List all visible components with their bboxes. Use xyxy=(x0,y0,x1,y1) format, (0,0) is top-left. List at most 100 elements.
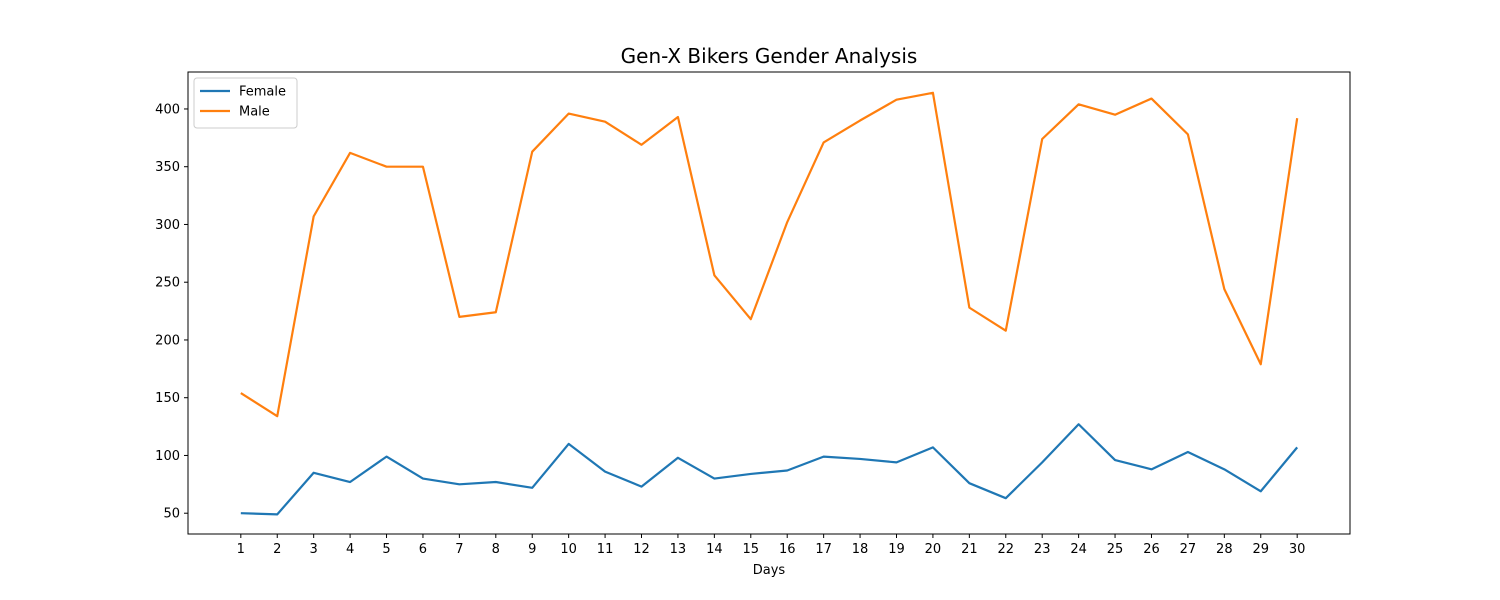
x-tick-label: 22 xyxy=(997,542,1014,557)
plot-area-frame xyxy=(187,71,1351,535)
data-point-female xyxy=(967,481,971,485)
y-axis: 50 100 150 200 250 300 350 400 xyxy=(155,102,188,522)
x-tick-label: 19 xyxy=(888,542,905,557)
data-point-female xyxy=(858,457,862,461)
data-point-male xyxy=(1040,137,1044,141)
y-tick-label: 150 xyxy=(155,391,180,406)
legend: Female Male xyxy=(193,77,298,129)
x-tick-label: 11 xyxy=(597,542,614,557)
data-point-male xyxy=(1113,113,1117,117)
x-tick-label: 5 xyxy=(382,542,390,557)
x-tick-label: 7 xyxy=(455,542,463,557)
x-tick-label: 12 xyxy=(633,542,650,557)
series-points-female xyxy=(239,422,1299,516)
data-point-male xyxy=(385,165,389,169)
data-point-female xyxy=(822,455,826,459)
y-tick-label: 300 xyxy=(155,218,180,233)
data-point-male xyxy=(1295,116,1299,120)
x-tick-label: 6 xyxy=(419,542,427,557)
data-point-male xyxy=(421,165,425,169)
data-point-male xyxy=(457,315,461,319)
x-tick-label: 24 xyxy=(1070,542,1087,557)
data-point-male xyxy=(348,151,352,155)
data-point-female xyxy=(348,480,352,484)
data-point-male xyxy=(312,214,316,218)
data-point-female xyxy=(457,482,461,486)
x-tick-label: 4 xyxy=(346,542,354,557)
chart-title: Gen-X Bikers Gender Analysis xyxy=(621,44,918,68)
x-axis: 1 2 3 4 5 6 7 8 9 10 11 12 13 14 15 16 17 18 19 20 21 22 23 24 2… xyxy=(237,534,1306,557)
data-point-female xyxy=(1295,445,1299,449)
data-point-female xyxy=(640,485,644,489)
x-tick-label: 3 xyxy=(310,542,318,557)
y-tick-label: 250 xyxy=(155,276,180,291)
y-tick-label: 400 xyxy=(155,102,180,117)
legend-label-female: Female xyxy=(239,85,286,100)
data-point-female xyxy=(1149,467,1153,471)
x-tick-label: 2 xyxy=(273,542,281,557)
data-point-male xyxy=(275,414,279,418)
series-line-male xyxy=(240,91,1299,418)
data-point-female xyxy=(275,512,279,516)
data-point-male xyxy=(785,220,789,224)
data-point-female xyxy=(894,460,898,464)
x-tick-label: 21 xyxy=(961,542,978,557)
data-point-male xyxy=(931,91,935,95)
data-point-female xyxy=(421,477,425,481)
x-tick-label: 17 xyxy=(815,542,832,557)
data-point-female xyxy=(931,445,935,449)
data-point-male xyxy=(1149,97,1153,101)
data-point-female xyxy=(1040,460,1044,464)
data-point-female xyxy=(530,486,534,490)
x-tick-label: 28 xyxy=(1216,542,1233,557)
series-layer xyxy=(239,91,1299,516)
data-point-female xyxy=(712,477,716,481)
x-tick-label: 15 xyxy=(743,542,760,557)
y-tick-label: 100 xyxy=(155,449,180,464)
x-tick-label: 25 xyxy=(1107,542,1124,557)
x-tick-label: 10 xyxy=(560,542,577,557)
data-point-male xyxy=(640,143,644,147)
data-point-female xyxy=(676,456,680,460)
data-point-male xyxy=(1222,287,1226,291)
x-tick-label: 18 xyxy=(852,542,869,557)
data-point-male xyxy=(494,310,498,314)
x-tick-label: 30 xyxy=(1289,542,1306,557)
legend-label-male: Male xyxy=(239,105,270,120)
data-point-male xyxy=(1004,329,1008,333)
x-tick-label: 13 xyxy=(670,542,687,557)
x-tick-label: 14 xyxy=(706,542,723,557)
series-line-female xyxy=(240,423,1299,516)
x-tick-label: 9 xyxy=(528,542,536,557)
x-tick-label: 27 xyxy=(1180,542,1197,557)
data-point-female xyxy=(494,480,498,484)
data-point-female xyxy=(1004,496,1008,500)
data-point-female xyxy=(1222,467,1226,471)
data-point-male xyxy=(1186,132,1190,136)
x-tick-label: 20 xyxy=(925,542,942,557)
data-point-female xyxy=(385,455,389,459)
x-axis-label: Days xyxy=(753,563,786,578)
data-point-male xyxy=(967,306,971,310)
data-point-male xyxy=(749,317,753,321)
data-point-female xyxy=(312,471,316,475)
x-tick-label: 16 xyxy=(779,542,796,557)
data-point-female xyxy=(603,470,607,474)
x-tick-label: 29 xyxy=(1252,542,1269,557)
x-tick-label: 23 xyxy=(1034,542,1051,557)
data-point-female xyxy=(239,511,243,515)
data-point-female xyxy=(1113,458,1117,462)
y-tick-label: 350 xyxy=(155,160,180,175)
data-point-female xyxy=(749,472,753,476)
data-point-female xyxy=(1186,450,1190,454)
data-point-female xyxy=(785,468,789,472)
data-point-female xyxy=(567,442,571,446)
data-point-female xyxy=(1077,422,1081,426)
data-point-male xyxy=(1077,102,1081,106)
data-point-male xyxy=(1259,362,1263,366)
data-point-male xyxy=(858,119,862,123)
data-point-female xyxy=(1259,489,1263,493)
data-point-male xyxy=(567,112,571,116)
data-point-male xyxy=(603,120,607,124)
